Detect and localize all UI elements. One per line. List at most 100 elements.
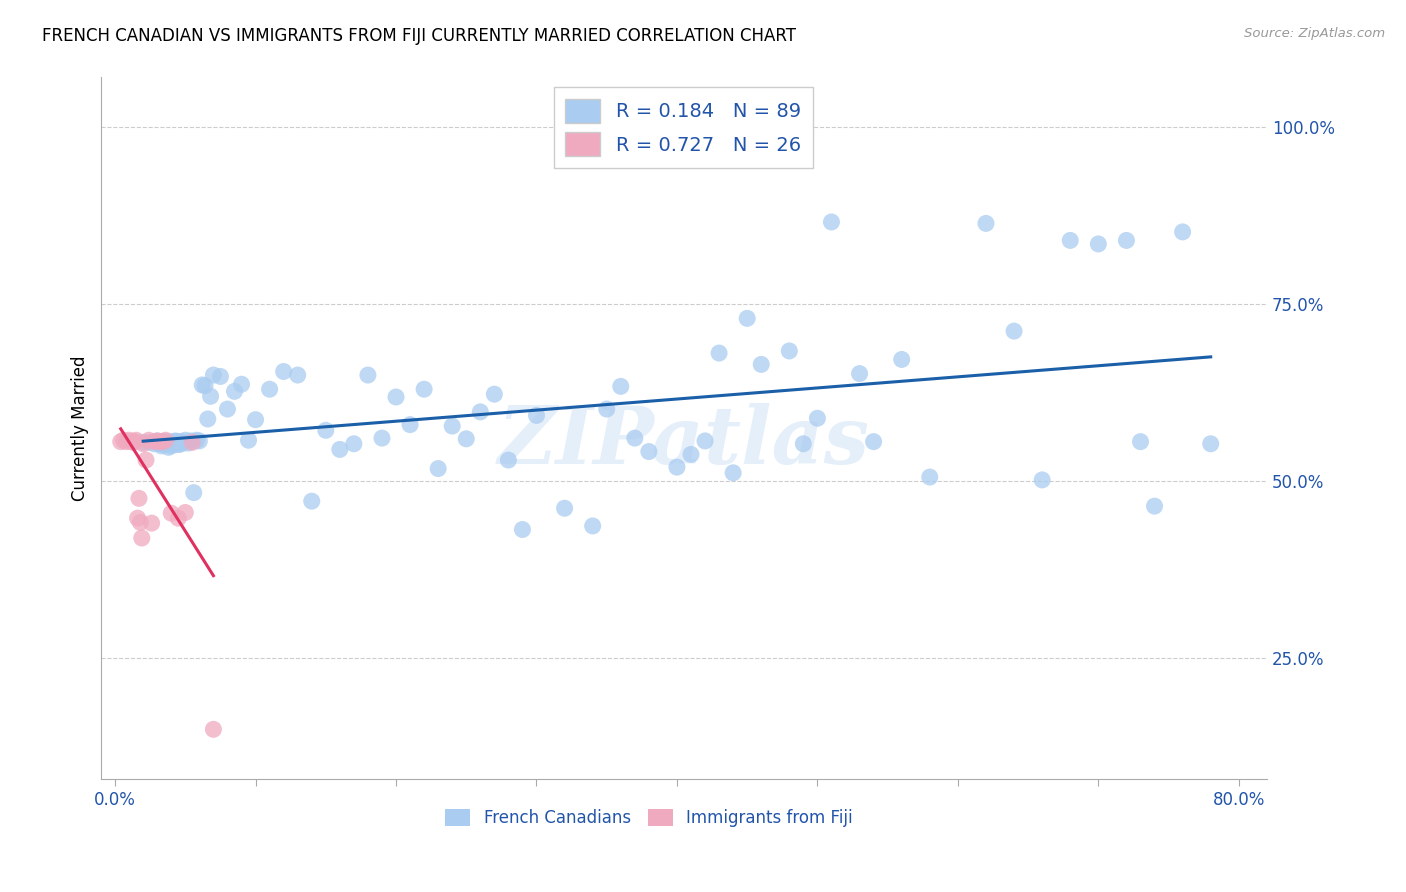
Point xyxy=(315,423,337,437)
Point xyxy=(156,434,179,449)
Point xyxy=(848,367,870,381)
Point xyxy=(238,434,260,448)
Point xyxy=(160,439,183,453)
Point xyxy=(129,516,152,530)
Point xyxy=(596,402,619,417)
Point xyxy=(385,390,408,404)
Point xyxy=(143,436,166,450)
Point xyxy=(679,447,702,461)
Point xyxy=(357,368,380,382)
Point xyxy=(153,437,176,451)
Point xyxy=(163,436,186,450)
Point xyxy=(624,431,647,445)
Point xyxy=(143,434,166,449)
Point xyxy=(181,435,204,450)
Point xyxy=(174,434,197,448)
Point xyxy=(149,434,172,449)
Point xyxy=(197,412,219,426)
Point xyxy=(132,436,155,450)
Point xyxy=(231,377,253,392)
Point xyxy=(707,346,730,360)
Point xyxy=(918,470,941,484)
Point xyxy=(132,435,155,450)
Point xyxy=(127,511,149,525)
Point xyxy=(862,434,884,449)
Point xyxy=(167,511,190,525)
Y-axis label: Currently Married: Currently Married xyxy=(72,355,89,501)
Point xyxy=(554,501,576,516)
Point xyxy=(138,434,160,448)
Point xyxy=(121,434,143,449)
Point xyxy=(202,723,225,737)
Point xyxy=(149,436,172,450)
Point xyxy=(188,434,211,448)
Point xyxy=(1199,436,1222,450)
Point xyxy=(174,506,197,520)
Point xyxy=(974,216,997,230)
Point xyxy=(820,215,842,229)
Point xyxy=(413,382,436,396)
Point xyxy=(693,434,716,448)
Point xyxy=(806,411,828,425)
Point xyxy=(343,436,366,450)
Point xyxy=(890,352,912,367)
Point xyxy=(159,436,181,450)
Point xyxy=(1059,234,1081,248)
Point xyxy=(180,434,202,448)
Point xyxy=(141,516,163,530)
Point xyxy=(498,453,520,467)
Point xyxy=(157,440,180,454)
Point xyxy=(1031,473,1053,487)
Point xyxy=(112,434,135,448)
Point xyxy=(183,485,205,500)
Point xyxy=(301,494,323,508)
Point xyxy=(526,409,548,423)
Point xyxy=(177,436,200,450)
Point xyxy=(146,434,169,448)
Point xyxy=(1087,236,1109,251)
Point xyxy=(792,436,814,450)
Point xyxy=(152,434,174,449)
Point xyxy=(610,379,633,393)
Text: Source: ZipAtlas.com: Source: ZipAtlas.com xyxy=(1244,27,1385,40)
Point xyxy=(139,435,162,450)
Point xyxy=(128,491,150,506)
Point xyxy=(125,434,148,448)
Point xyxy=(152,434,174,449)
Point xyxy=(170,434,193,449)
Point xyxy=(224,384,246,399)
Point xyxy=(165,434,187,448)
Point xyxy=(721,466,744,480)
Point xyxy=(582,519,605,533)
Point xyxy=(371,431,394,445)
Point xyxy=(160,506,183,520)
Text: ZIPatlas: ZIPatlas xyxy=(498,403,870,481)
Point xyxy=(191,378,214,392)
Point xyxy=(470,405,492,419)
Point xyxy=(1129,434,1152,449)
Point xyxy=(399,417,422,432)
Legend: French Canadians, Immigrants from Fiji: French Canadians, Immigrants from Fiji xyxy=(439,802,859,834)
Point xyxy=(166,437,188,451)
Point xyxy=(749,358,772,372)
Point xyxy=(194,378,217,392)
Point xyxy=(122,435,145,450)
Point xyxy=(209,369,232,384)
Point xyxy=(150,439,173,453)
Point xyxy=(245,412,267,426)
Point xyxy=(1143,499,1166,513)
Point xyxy=(131,531,153,545)
Point xyxy=(169,437,191,451)
Point xyxy=(118,434,141,448)
Point xyxy=(512,523,534,537)
Point xyxy=(110,434,132,449)
Point xyxy=(427,461,450,475)
Point xyxy=(155,435,177,450)
Point xyxy=(1002,324,1025,338)
Point xyxy=(146,434,169,448)
Point xyxy=(202,368,225,382)
Point xyxy=(329,442,352,457)
Point xyxy=(155,434,177,448)
Point xyxy=(1115,234,1137,248)
Point xyxy=(456,432,478,446)
